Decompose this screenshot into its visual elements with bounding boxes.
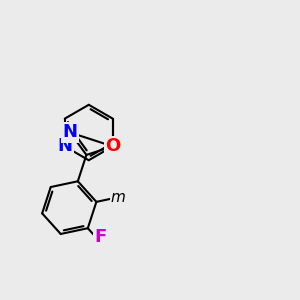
Text: N: N [63,124,78,142]
Text: O: O [105,137,120,155]
Text: F: F [95,228,107,246]
Text: N: N [57,137,72,155]
Text: m: m [110,190,125,205]
